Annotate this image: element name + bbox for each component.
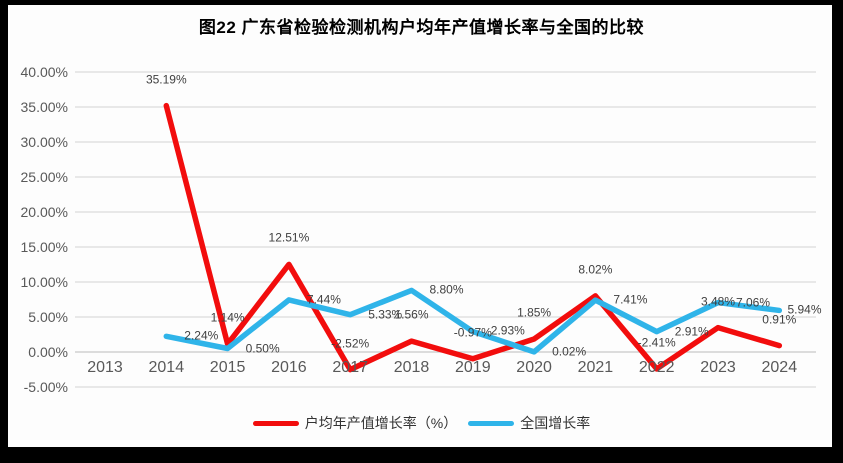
series-line-0: [163, 102, 783, 373]
blue-line-swatch-icon: [468, 420, 515, 426]
chart-title: 图22 广东省检验检测机构户均年产值增长率与全国的比较: [198, 18, 645, 37]
chart-legend: 户均年产值增长率（%） 全国增长率: [0, 413, 843, 433]
red-line-swatch-icon: [252, 420, 299, 426]
legend-item-guangdong: 户均年产值增长率（%）: [252, 413, 458, 433]
series-line-1: [163, 287, 783, 355]
legend-item-national: 全国增长率: [468, 413, 590, 433]
legend-label-national: 全国增长率: [520, 415, 591, 431]
legend-label-guangdong: 户均年产值增长率（%）: [304, 415, 458, 431]
chart-canvas: [8, 5, 832, 447]
